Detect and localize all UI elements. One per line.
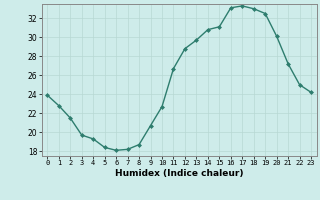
X-axis label: Humidex (Indice chaleur): Humidex (Indice chaleur) bbox=[115, 169, 244, 178]
